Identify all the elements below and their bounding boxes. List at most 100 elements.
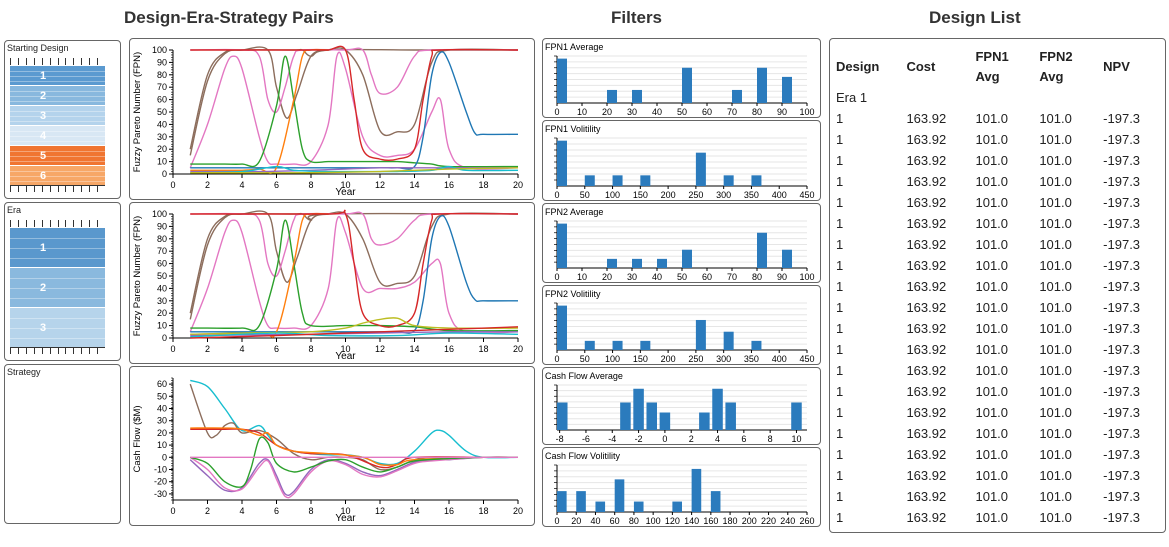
histogram-bar[interactable]: [710, 491, 721, 512]
series-line-7[interactable]: [190, 45, 519, 162]
selector-option-5[interactable]: 5: [10, 145, 105, 165]
histogram-bar[interactable]: [584, 175, 595, 186]
starting-design-selector[interactable]: 1 2 3 4 5 6: [10, 58, 105, 192]
filter-fpn2-average[interactable]: FPN2 Average 0 10 20 30 40 50 60 70 80 90 100: [542, 203, 821, 283]
fpn1-average-histogram[interactable]: FPN1 Average 0 10 20 30 40 50 60 70 80 90 100: [543, 39, 820, 117]
histogram-bar[interactable]: [751, 340, 762, 350]
header-fpn1-avg[interactable]: FPN1 Avg: [975, 47, 1039, 87]
histogram-bar[interactable]: [632, 89, 642, 103]
table-row[interactable]: 1 163.92 101.0 101.0 -197.3: [836, 423, 1165, 444]
series-line-5[interactable]: [190, 51, 519, 170]
series-line-8[interactable]: [190, 167, 518, 173]
histogram-bar[interactable]: [725, 402, 736, 431]
series-line-2[interactable]: [189, 215, 519, 334]
table-row[interactable]: 1 163.92 101.0 101.0 -197.3: [836, 444, 1165, 465]
histogram-bar[interactable]: [657, 258, 667, 268]
table-row[interactable]: 1 163.92 101.0 101.0 -197.3: [836, 297, 1165, 318]
series-line-7[interactable]: [190, 209, 519, 328]
selector-option-3[interactable]: 3: [10, 307, 105, 347]
header-design[interactable]: Design: [836, 59, 880, 74]
table-row[interactable]: 1 163.92 101.0 101.0 -197.3: [836, 192, 1165, 213]
histogram-bar[interactable]: [607, 258, 617, 268]
filter-fpn2-volatility[interactable]: FPN2 Volitility 0 50 100 150 200 250 300 350 400 4…: [542, 285, 821, 365]
histogram-bar[interactable]: [576, 491, 586, 512]
histogram-bar[interactable]: [782, 249, 792, 268]
histogram-bar[interactable]: [557, 491, 567, 512]
filter-fpn1-average[interactable]: FPN1 Average 0 10 20 30 40 50 60 70 80 90 100: [542, 38, 821, 118]
header-cost[interactable]: Cost: [906, 59, 936, 74]
histogram-bar[interactable]: [612, 340, 623, 350]
histogram-bar[interactable]: [723, 175, 734, 186]
table-row[interactable]: 1 163.92 101.0 101.0 -197.3: [836, 486, 1165, 507]
histogram-bar[interactable]: [757, 232, 767, 268]
table-row[interactable]: 1 163.92 101.0 101.0 -197.3: [836, 360, 1165, 381]
series-line-5[interactable]: [190, 214, 519, 334]
header-npv[interactable]: NPV: [1103, 59, 1130, 74]
series-line-10[interactable]: [190, 332, 519, 338]
histogram-bar[interactable]: [633, 501, 644, 512]
histogram-bar[interactable]: [620, 402, 631, 431]
table-row[interactable]: 1 163.92 101.0 101.0 -197.3: [836, 381, 1165, 402]
selector-option-6[interactable]: 6: [10, 165, 105, 185]
fpn2-average-histogram[interactable]: FPN2 Average 0 10 20 30 40 50 60 70 80 90 100: [543, 204, 820, 282]
series-line-2[interactable]: [189, 51, 519, 170]
header-fpn2-avg[interactable]: FPN2 Avg: [1039, 47, 1103, 87]
fpn2-volatility-histogram[interactable]: FPN2 Volitility 0 50 100 150 200 250 300 350 400 4…: [543, 286, 820, 364]
histogram-bar[interactable]: [607, 89, 617, 103]
histogram-bar[interactable]: [695, 319, 706, 350]
table-row[interactable]: 1 163.92 101.0 101.0 -197.3: [836, 465, 1165, 486]
table-row[interactable]: 1 163.92 101.0 101.0 -197.3: [836, 213, 1165, 234]
histogram-bar[interactable]: [712, 388, 723, 430]
histogram-bar[interactable]: [791, 402, 802, 431]
table-row[interactable]: 1 163.92 101.0 101.0 -197.3: [836, 150, 1165, 171]
histogram-bar[interactable]: [633, 388, 644, 430]
histogram-bar[interactable]: [557, 402, 568, 431]
table-row[interactable]: 1 163.92 101.0 101.0 -197.3: [836, 318, 1165, 339]
selector-option-1[interactable]: 1: [10, 65, 105, 85]
table-row[interactable]: 1 163.92 101.0 101.0 -197.3: [836, 108, 1165, 129]
table-row[interactable]: 1 163.92 101.0 101.0 -197.3: [836, 276, 1165, 297]
histogram-bar[interactable]: [691, 468, 702, 512]
series-line-3[interactable]: [190, 427, 519, 467]
histogram-bar[interactable]: [557, 305, 567, 350]
histogram-bar[interactable]: [757, 67, 767, 103]
table-row[interactable]: 1 163.92 101.0 101.0 -197.3: [836, 255, 1165, 276]
histogram-bar[interactable]: [640, 175, 651, 186]
histogram-bar[interactable]: [557, 140, 567, 186]
histogram-bar[interactable]: [632, 258, 642, 268]
table-row[interactable]: 1 163.92 101.0 101.0 -197.3: [836, 402, 1165, 423]
filter-cash-flow-average[interactable]: Cash Flow Average -8 -6 -4 -2 0 2 4 6 8 10: [542, 367, 821, 445]
table-row[interactable]: 1 163.92 101.0 101.0 -197.3: [836, 507, 1165, 528]
table-row[interactable]: 1 163.92 101.0 101.0 -197.3: [836, 129, 1165, 150]
filter-fpn1-volatility[interactable]: FPN1 Volitility 0 50 100 150 200 250 300 350 400 4…: [542, 120, 821, 201]
series-line-10[interactable]: [190, 167, 519, 174]
series-line-9[interactable]: [190, 331, 519, 337]
histogram-bar[interactable]: [682, 249, 692, 268]
fpn1-volatility-histogram[interactable]: FPN1 Volitility 0 50 100 150 200 250 300 350 400 4…: [543, 121, 820, 200]
histogram-bar[interactable]: [782, 76, 792, 103]
histogram-bar[interactable]: [682, 67, 692, 103]
histogram-bar[interactable]: [557, 58, 567, 103]
histogram-bar[interactable]: [646, 402, 657, 431]
histogram-bar[interactable]: [699, 412, 710, 431]
histogram-bar[interactable]: [614, 479, 625, 512]
histogram-bar[interactable]: [695, 152, 706, 186]
series-line-6[interactable]: [190, 436, 519, 488]
histogram-bar[interactable]: [557, 223, 567, 268]
series-line-5[interactable]: [189, 456, 519, 499]
histogram-bar[interactable]: [612, 175, 623, 186]
table-row[interactable]: 1 163.92 101.0 101.0 -197.3: [836, 234, 1165, 255]
selector-option-2[interactable]: 2: [10, 267, 105, 307]
cash-flow-average-histogram[interactable]: Cash Flow Average -8 -6 -4 -2 0 2 4 6 8 10: [543, 368, 820, 444]
series-line-2[interactable]: [190, 428, 518, 469]
table-row[interactable]: 1 163.92 101.0 101.0 -197.3: [836, 171, 1165, 192]
histogram-bar[interactable]: [659, 412, 671, 431]
histogram-bar[interactable]: [732, 89, 742, 103]
histogram-bar[interactable]: [723, 331, 734, 350]
filter-cash-flow-volatility[interactable]: Cash Flow Volitility 0 20 40 60 80 100 120 140 16…: [542, 447, 821, 527]
selector-option-3[interactable]: 3: [10, 105, 105, 125]
selector-option-1[interactable]: 1: [10, 227, 105, 267]
series-line-11[interactable]: [190, 326, 519, 339]
series-line-0[interactable]: [190, 379, 519, 466]
histogram-bar[interactable]: [595, 501, 606, 512]
